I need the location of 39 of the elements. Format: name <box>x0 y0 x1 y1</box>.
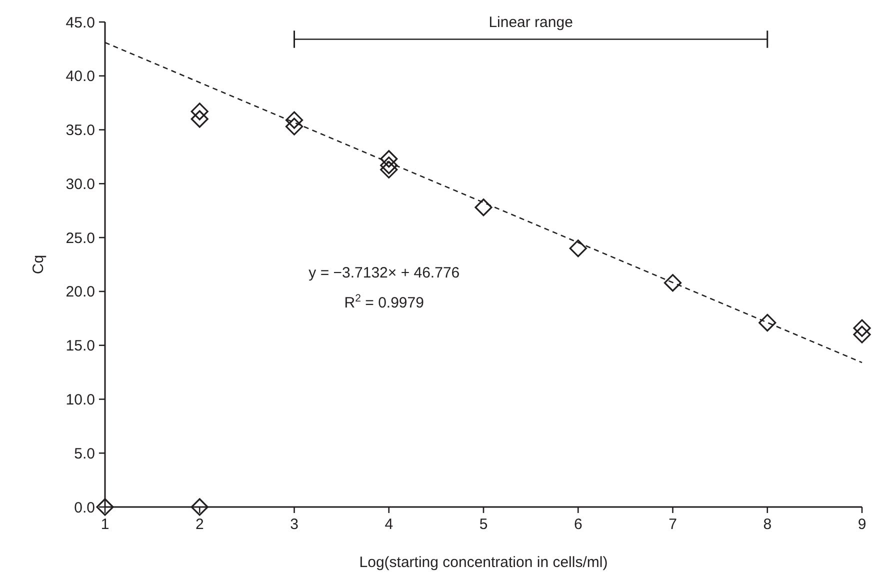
point <box>853 326 871 344</box>
annotation: R$^{2}$ = 0.9979 <box>344 292 424 312</box>
x-tick-label: 5 <box>479 516 488 533</box>
x-axis-title: Log(starting concentration in cells/ml) <box>359 554 608 571</box>
point <box>190 498 208 516</box>
x-tick-label: 6 <box>574 516 582 533</box>
point <box>380 156 398 174</box>
annotation: y = −3.7132× + 46.776 <box>308 264 460 282</box>
x-tick-label: 2 <box>195 516 204 533</box>
y-tick-label: 0.0 <box>74 499 95 516</box>
point <box>190 102 208 120</box>
annotation: Linear range <box>488 14 573 32</box>
y-tick-label: 35.0 <box>66 122 95 140</box>
point <box>380 160 398 178</box>
y-axis-title: Cq <box>30 254 47 274</box>
y-tick-label: 5.0 <box>74 445 95 462</box>
point <box>853 319 871 337</box>
y-tick-label: 40.0 <box>66 68 95 86</box>
point <box>664 274 682 292</box>
x-tick-label: 7 <box>668 516 677 533</box>
x-tick-label: 1 <box>100 516 110 533</box>
y-tick-label: 15.0 <box>66 338 95 355</box>
point <box>96 498 114 516</box>
y-tick-label: 20.0 <box>66 284 95 301</box>
x-tick-label: 8 <box>763 516 772 533</box>
point <box>190 110 208 128</box>
point <box>758 314 776 332</box>
point <box>380 150 398 168</box>
point <box>285 111 304 129</box>
y-tick-label: 25.0 <box>66 230 95 247</box>
point <box>285 118 304 136</box>
y-tick-label: 10.0 <box>66 391 95 408</box>
y-tick-label: 45.0 <box>66 14 95 32</box>
y-tick-label: 30.0 <box>66 176 95 193</box>
point <box>474 198 492 216</box>
point <box>569 240 587 258</box>
x-tick-label: 9 <box>858 516 866 533</box>
x-tick-label: 3 <box>290 516 298 533</box>
x-tick-label: 4 <box>384 516 394 533</box>
